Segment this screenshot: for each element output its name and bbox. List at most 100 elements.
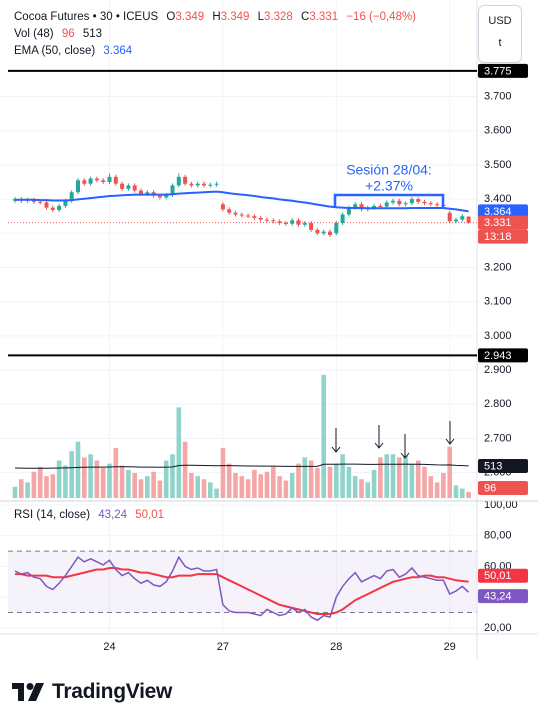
ema-name: EMA (50, close) bbox=[14, 45, 96, 57]
candle-body bbox=[57, 205, 62, 211]
volume-bar bbox=[37, 466, 43, 498]
ohlc-value: 3.349 bbox=[175, 11, 205, 23]
candle-body bbox=[120, 183, 125, 189]
volume-bar bbox=[315, 468, 320, 498]
candle-body bbox=[277, 221, 282, 224]
volume-bar bbox=[245, 479, 251, 498]
volume-bar bbox=[75, 441, 81, 498]
candle-body bbox=[290, 220, 295, 224]
y-tick-label: 3.600 bbox=[484, 125, 512, 137]
currency-button[interactable]: USD t bbox=[478, 5, 522, 63]
volume-ma-tag: 513 bbox=[484, 460, 502, 472]
candle-body bbox=[466, 216, 471, 223]
ema-tag: 3.364 bbox=[484, 206, 512, 218]
price-layer bbox=[8, 69, 477, 622]
candle-body bbox=[328, 231, 332, 235]
candle-body bbox=[227, 209, 232, 213]
rsi-ma-tag-box bbox=[478, 568, 528, 583]
price-tag-box bbox=[478, 215, 528, 230]
volume-bar bbox=[44, 476, 49, 498]
volume-bar bbox=[359, 479, 364, 498]
candle-body bbox=[50, 207, 55, 211]
volume-name: Vol (48) bbox=[14, 28, 54, 40]
ema-legend: EMA (50, close) 3.364 bbox=[14, 45, 138, 57]
volume-bar bbox=[271, 466, 276, 498]
volume-bar bbox=[100, 468, 106, 498]
candle-body bbox=[183, 176, 188, 184]
candle-body bbox=[94, 178, 99, 181]
x-tick-label: 28 bbox=[330, 641, 342, 653]
candle-body bbox=[334, 223, 339, 234]
volume-bar bbox=[252, 469, 257, 498]
candle-body bbox=[132, 185, 137, 191]
candle-body bbox=[296, 220, 301, 225]
volume-bar bbox=[365, 482, 371, 498]
volume-bar bbox=[296, 463, 301, 498]
price-tag: 3.331 bbox=[484, 217, 512, 229]
rsi-ma-value: 50,01 bbox=[135, 509, 165, 521]
volume-bar bbox=[403, 455, 408, 498]
volume-bar bbox=[415, 460, 421, 498]
volume-ma-tag-box bbox=[478, 458, 528, 473]
volume-bar bbox=[214, 488, 219, 498]
volume-bar bbox=[371, 469, 377, 498]
volume-bar bbox=[220, 448, 226, 498]
volume-bar bbox=[19, 479, 24, 498]
candle-body bbox=[391, 200, 395, 203]
candle-body bbox=[397, 200, 402, 205]
candle-body bbox=[384, 202, 389, 207]
candle-body bbox=[353, 204, 358, 208]
volume-bar bbox=[201, 479, 207, 498]
volume-bar bbox=[327, 466, 333, 498]
x-tick-label: 27 bbox=[217, 641, 229, 653]
volume-bar bbox=[428, 476, 434, 498]
volume-bar bbox=[69, 451, 74, 498]
arrow bbox=[445, 421, 455, 445]
candle-body bbox=[378, 205, 383, 207]
rsi-legend: RSI (14, close) 43,24 50,01 bbox=[14, 509, 170, 521]
arrow bbox=[331, 428, 341, 453]
volume-bar bbox=[346, 466, 352, 498]
volume-bar bbox=[409, 463, 415, 498]
candle-body bbox=[82, 180, 87, 184]
volume-bar bbox=[56, 460, 62, 498]
volume-bar bbox=[94, 460, 100, 498]
candle-body bbox=[246, 215, 251, 217]
volume-bar bbox=[334, 463, 339, 498]
volume-bar bbox=[126, 469, 131, 498]
volume-bar bbox=[119, 465, 125, 498]
annotation-title: Sesión 28/04: bbox=[346, 162, 432, 178]
ohlc-label: H bbox=[212, 11, 221, 23]
volume-bar bbox=[151, 471, 156, 498]
rsi-tag: 43,24 bbox=[484, 591, 512, 603]
volume-bar bbox=[107, 463, 112, 498]
volume-bar bbox=[182, 441, 188, 498]
volume-bar bbox=[195, 476, 200, 498]
candle-body bbox=[164, 194, 169, 198]
x-tick-label: 29 bbox=[444, 641, 456, 653]
change: −16 (−0,48%) bbox=[346, 11, 417, 23]
candle-body bbox=[189, 183, 194, 186]
candle-body bbox=[88, 178, 93, 184]
volume-ma-value: 513 bbox=[82, 28, 103, 40]
ema-value: 3.364 bbox=[103, 45, 133, 57]
volume-bar bbox=[422, 466, 427, 498]
volume-bar bbox=[434, 482, 440, 498]
rsi-ma-tag: 50,01 bbox=[484, 570, 512, 582]
ohlc-value: 3.331 bbox=[309, 11, 339, 23]
volume-bar bbox=[447, 446, 452, 498]
candle-body bbox=[44, 202, 49, 208]
candle-body bbox=[69, 192, 74, 201]
ohlc-value: 3.349 bbox=[220, 11, 250, 23]
ohlc-label: L bbox=[257, 11, 265, 23]
candle-body bbox=[315, 229, 320, 234]
candle-body bbox=[359, 204, 364, 210]
symbol-legend: Cocoa Futures • 30 • ICEUS O3.349 H3.349… bbox=[14, 11, 422, 23]
volume-bar bbox=[352, 476, 358, 498]
brand-name: TradingView bbox=[52, 680, 173, 703]
volume-bar bbox=[189, 473, 194, 498]
rsi-title: RSI (14, close) bbox=[14, 509, 91, 521]
brand-logo[interactable]: TradingView bbox=[12, 678, 172, 706]
volume-bar bbox=[170, 454, 175, 498]
arrows bbox=[331, 421, 455, 459]
